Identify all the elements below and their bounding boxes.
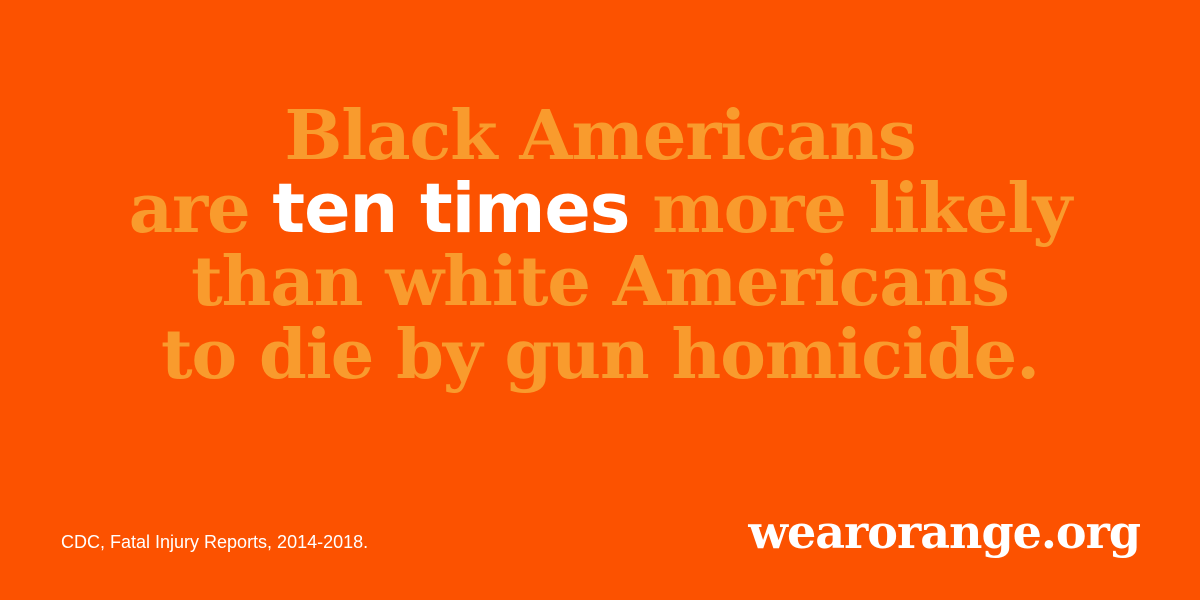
brand-url: wearorange.org (748, 505, 1141, 559)
headline-line-2-after: more likely (629, 169, 1072, 249)
headline-line-3: than white Americans (191, 242, 1010, 322)
headline-emphasis: ten times (272, 170, 630, 249)
headline-line-1: Black Americans (284, 96, 916, 176)
headline-line-2: are ten times more likely (0, 170, 1200, 249)
headline-line-2-before: are (128, 169, 273, 249)
headline-line-4: to die by gun homicide. (160, 315, 1040, 395)
source-citation: CDC, Fatal Injury Reports, 2014-2018. (61, 532, 369, 552)
headline: Black Americans are ten times more likel… (0, 100, 1200, 392)
